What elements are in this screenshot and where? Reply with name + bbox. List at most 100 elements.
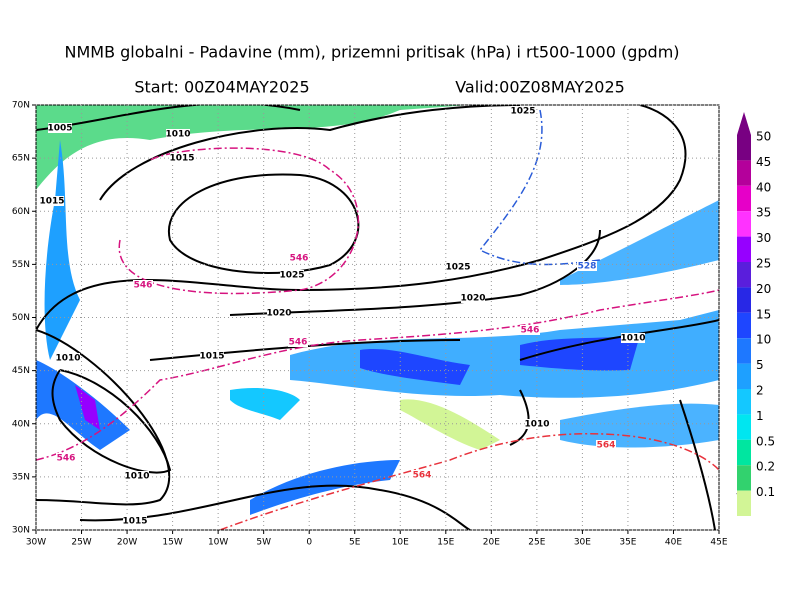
isobar-label: 1015 [39, 197, 64, 207]
label-bg [288, 337, 308, 347]
lon-tick-label: 40E [665, 538, 682, 548]
isobar-label: 1015 [169, 154, 194, 164]
label-bg [280, 270, 304, 280]
label-bg [200, 351, 224, 361]
lat-tick-label: 65N [12, 154, 30, 164]
label-bg [56, 453, 76, 463]
valid-time: Valid:00Z08MAY2025 [455, 78, 625, 97]
isobar-label: 1020 [460, 294, 485, 304]
colorbar-box [737, 490, 751, 516]
map-area [35, 104, 720, 531]
label-bg [446, 262, 470, 272]
thickness-label: 546 [134, 281, 153, 291]
isobar-label: 1025 [510, 107, 535, 117]
thickness-label: 564 [413, 471, 432, 481]
lon-tick-label: 45E [710, 538, 727, 548]
colorbar-box [737, 185, 751, 212]
colorbar-box [737, 287, 751, 313]
lon-tick-label: 30E [574, 538, 591, 548]
colorbar-box [737, 465, 751, 491]
colorbar-box [737, 414, 751, 440]
isobar-label: 1010 [55, 354, 80, 364]
lat-tick-label: 50N [12, 313, 30, 323]
colorbar-label: 35 [756, 206, 771, 220]
lon-tick-label: 35E [619, 538, 636, 548]
thickness-label: 546 [289, 338, 308, 348]
lon-tick-label: 25E [528, 538, 545, 548]
colorbar-box [737, 135, 751, 161]
isobar-label: 1010 [165, 130, 190, 140]
colorbar-label: 5 [756, 358, 764, 372]
lon-tick-label: 20E [483, 538, 500, 548]
colorbar-label: 1 [756, 409, 764, 423]
label-bg [267, 308, 291, 318]
label-bg [123, 516, 147, 526]
colorbar-label: 10 [756, 333, 771, 347]
precipitation [36, 105, 719, 515]
isobar-label: 1005 [47, 124, 72, 134]
thickness-label: 546 [57, 454, 76, 464]
lon-tick-label: 5E [349, 538, 361, 548]
lat-tick-label: 35N [12, 472, 30, 482]
isobar-label: 1010 [524, 420, 549, 430]
title: NMMB globalni - Padavine (mm), prizemni … [64, 43, 679, 62]
colorbar-label: 25 [756, 257, 771, 271]
lon-tick-label: 10E [392, 538, 409, 548]
label-bg [56, 353, 80, 363]
colorbar-box [737, 439, 751, 466]
colorbar-label: 30 [756, 231, 771, 245]
colorbar-label: 50 [756, 130, 771, 144]
thickness-label: 528 [578, 262, 597, 272]
colorbar-box [737, 262, 751, 288]
lon-tick-label: 10W [208, 538, 228, 548]
lat-tick-label: 45N [12, 366, 30, 376]
colorbar-box [737, 236, 751, 262]
colorbar-box [737, 338, 751, 364]
label-bg [577, 261, 597, 271]
isobar-label: 1010 [124, 472, 149, 482]
label-bg [170, 153, 194, 163]
colorbar-arrow [737, 112, 751, 135]
lat-tick-label: 30N [12, 526, 30, 536]
label-bg [520, 325, 540, 335]
colorbar-box [737, 363, 751, 389]
lon-tick-label: 30W [26, 538, 46, 548]
isobar-label: 1020 [266, 309, 291, 319]
label-bg [412, 470, 432, 480]
colorbar-label: 40 [756, 180, 771, 194]
isobar-label: 1015 [122, 517, 147, 527]
colorbar-label: 0.5 [756, 434, 775, 448]
lat-tick-label: 40N [12, 419, 30, 429]
colorbar-label: 15 [756, 307, 771, 321]
thickness-label: 546 [521, 326, 540, 336]
lon-tick-label: 5W [256, 538, 271, 548]
colorbar-box [737, 312, 751, 339]
isobar-label: 1025 [445, 263, 470, 273]
label-bg [621, 333, 645, 343]
colorbar-label: 0.1 [756, 485, 775, 499]
lon-tick-label: 15E [437, 538, 454, 548]
thickness-label: 564 [597, 441, 616, 451]
lon-tick-label: 0 [306, 538, 312, 548]
isobar-label: 1015 [199, 352, 224, 362]
colorbar-label: 2 [756, 384, 764, 398]
label-bg [289, 253, 309, 263]
lon-tick-label: 15W [162, 538, 182, 548]
lat-tick-label: 70N [12, 101, 30, 111]
isobar-label: 1010 [620, 334, 645, 344]
label-bg [461, 293, 485, 303]
colorbar-label: 45 [756, 155, 771, 169]
label-bg [125, 471, 149, 481]
lon-tick-label: 20W [117, 538, 137, 548]
colorbar-label: 20 [756, 282, 771, 296]
colorbar-box [737, 160, 751, 186]
colorbar-box [737, 211, 751, 237]
thickness-label: 546 [290, 254, 309, 264]
label-bg [596, 440, 616, 450]
label-bg [166, 129, 190, 139]
lat-tick-label: 60N [12, 207, 30, 217]
start-time: Start: 00Z04MAY2025 [134, 78, 309, 97]
lon-tick-label: 25W [71, 538, 91, 548]
label-bg [48, 123, 72, 133]
